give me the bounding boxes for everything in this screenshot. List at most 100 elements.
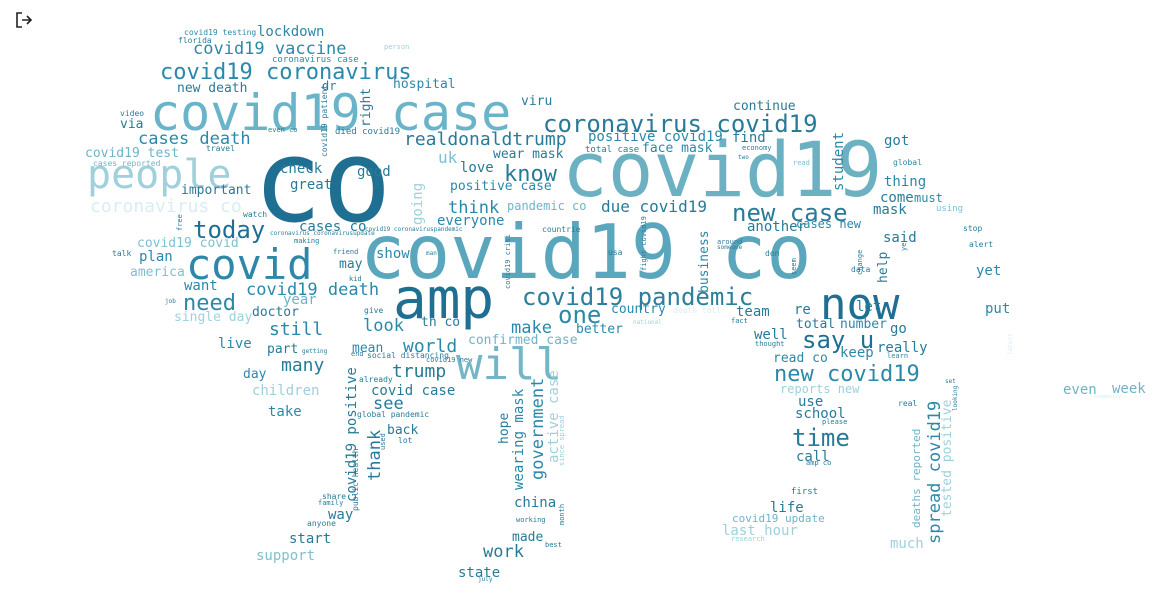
cloud-word: kid [349, 275, 362, 283]
cloud-word: made [512, 530, 544, 545]
cloud-word: support [256, 548, 316, 564]
cloud-word: man [426, 250, 437, 257]
cloud-word: way [328, 507, 354, 523]
cloud-word: death toll [673, 306, 722, 315]
cloud-word: re [794, 302, 811, 318]
cloud-word: anyone [307, 519, 336, 528]
cloud-word: covid19 coronavirus [160, 60, 412, 85]
cloud-word: florida [178, 36, 212, 45]
cloud-word: cases death [138, 129, 251, 149]
cloud-word: say u [802, 326, 875, 354]
cloud-word: see [373, 394, 404, 414]
cloud-word: first [791, 487, 819, 497]
cloud-word: since spread [558, 415, 566, 466]
cloud-word: business [697, 230, 712, 293]
cloud-word: change [856, 249, 864, 275]
cloud-word: back [387, 423, 419, 438]
cloud-word: seem [790, 258, 798, 275]
cloud-word: number [840, 317, 887, 332]
cloud-word: someone [717, 244, 743, 251]
cloud-word: really [877, 340, 928, 356]
cloud-word: last hour [722, 523, 798, 539]
cloud-word: come [880, 190, 914, 206]
cloud-word: will [456, 339, 562, 390]
cloud-word: watch [243, 210, 268, 219]
cloud-word: children [252, 383, 320, 399]
cloud-word: community [1094, 394, 1122, 400]
cloud-word: total [796, 317, 836, 332]
cloud-word: thing [884, 174, 927, 190]
cloud-word: covid19 coronaviruspandemic [365, 226, 463, 233]
cloud-word: even co [268, 126, 298, 134]
cloud-word: better [576, 322, 623, 337]
cloud-word: using [936, 204, 964, 214]
cloud-word: work [483, 542, 524, 562]
cloud-word: social distancing [367, 351, 449, 360]
cloud-word: working [516, 516, 546, 524]
cloud-word: cases new [796, 217, 862, 231]
cloud-word: hope [497, 412, 512, 444]
cloud-word: july [478, 576, 493, 583]
cloud-word: going [410, 182, 426, 225]
cloud-word: month [558, 503, 566, 525]
cloud-word: public health [351, 448, 360, 511]
cloud-word: via [120, 117, 144, 132]
cloud-word: check [280, 161, 323, 177]
cloud-word: th co [421, 315, 461, 330]
cloud-word: covid19 test [85, 146, 179, 161]
cloud-word: trump [392, 361, 447, 382]
cloud-word: pandemic co [507, 199, 587, 213]
cloud-word: confirmed case [468, 333, 578, 348]
cloud-word: mask [873, 202, 907, 218]
cloud-word: face mask [642, 141, 713, 156]
cloud-word: must [914, 191, 943, 205]
cloud-word: may [339, 257, 363, 272]
cloud-word: countrie [542, 225, 581, 234]
cloud-word: covid case [371, 383, 456, 399]
cloud-word: wearing mask [511, 388, 527, 490]
cloud-word: stop [963, 224, 983, 233]
exit-icon-graphic [16, 12, 33, 28]
cloud-word: best [545, 541, 562, 549]
cloud-word: learn [887, 352, 909, 360]
cloud-word: plan [139, 249, 173, 265]
cloud-word: cases co [299, 219, 367, 235]
cloud-word: coronavirus covid19 [543, 110, 818, 138]
cloud-word: right [359, 87, 374, 127]
cloud-word: new death [177, 81, 248, 96]
cloud-word: week [1112, 381, 1146, 397]
cloud-word: make [511, 318, 552, 338]
cloud-word: around [717, 238, 743, 246]
cloud-word: end [351, 350, 364, 358]
cloud-word: covid19 crisi [504, 234, 512, 289]
cloud-word: reports new [780, 382, 860, 396]
cloud-word: viru [521, 94, 553, 109]
cloud-word: realdonaldtrump [404, 129, 567, 150]
cloud-word: doctor [252, 305, 299, 320]
cloud-word: died covid19 [335, 127, 401, 137]
cloud-word: dr [322, 79, 337, 93]
cloud-word: positive case [450, 179, 552, 194]
cloud-word: coronavirus case [272, 55, 359, 65]
cloud-word: single day [174, 310, 253, 325]
cloud-word: job [165, 298, 176, 305]
cloud-word: total case [585, 145, 640, 155]
cloud-word: wear mask [493, 147, 564, 162]
cloud-word: person [384, 43, 410, 51]
cloud-word: yet [976, 263, 1002, 279]
cloud-word: life [770, 500, 804, 516]
cloud-word: people [87, 152, 232, 198]
cloud-word: use [798, 394, 824, 410]
cloud-word: continue [733, 99, 796, 114]
cloud-word: already [359, 375, 393, 384]
cloud-word: covid19 death [246, 280, 380, 300]
cloud-word: keep [840, 345, 874, 361]
cloud-word: country [611, 302, 666, 317]
cloud-word: real [898, 399, 918, 408]
cloud-word: lockdown [257, 24, 325, 40]
cloud-word: travel [206, 144, 235, 153]
exit-icon[interactable] [14, 10, 34, 30]
cloud-word: covid19 pandemic [522, 283, 754, 311]
cloud-word: day [243, 367, 267, 382]
cloud-word: great [290, 177, 333, 193]
